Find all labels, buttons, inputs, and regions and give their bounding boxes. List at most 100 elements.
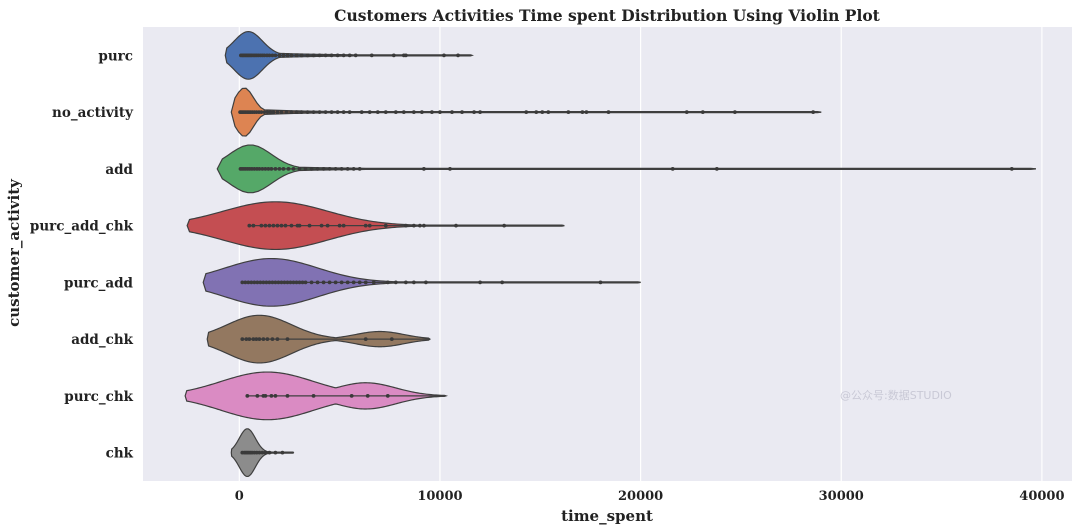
y-tick-label: purc: [98, 48, 133, 64]
data-point: [357, 166, 362, 171]
data-point: [291, 166, 296, 171]
data-point: [273, 166, 278, 171]
data-point: [319, 223, 324, 228]
data-point: [262, 53, 267, 58]
data-point: [271, 110, 276, 115]
data-point: [261, 280, 266, 285]
data-point: [403, 53, 408, 58]
data-point: [247, 337, 252, 342]
data-point: [448, 166, 452, 171]
data-point: [294, 110, 299, 115]
data-point: [524, 110, 529, 115]
y-tick-label: chk: [106, 446, 134, 462]
data-point: [345, 280, 350, 285]
data-point: [289, 110, 294, 115]
data-point: [263, 223, 268, 228]
data-point: [285, 393, 290, 398]
y-tick-label: purc_add_chk: [30, 219, 134, 235]
x-axis-ticks: 0 10000 20000 30000 40000: [235, 489, 1065, 504]
data-point: [294, 280, 299, 285]
data-point: [317, 110, 322, 115]
data-point: [393, 280, 398, 285]
data-point: [670, 166, 675, 171]
data-point: [478, 110, 482, 115]
watermark: @公众号:数据STUDIO: [840, 388, 952, 402]
data-point: [246, 280, 251, 285]
x-tick-label: 30000: [819, 489, 864, 504]
data-point: [254, 450, 259, 455]
data-point: [317, 53, 322, 58]
data-point: [422, 166, 426, 171]
data-point: [811, 110, 816, 115]
data-point: [584, 110, 589, 115]
data-point: [279, 280, 284, 285]
data-point: [285, 280, 290, 285]
data-point: [566, 110, 571, 115]
data-point: [276, 280, 281, 285]
data-point: [335, 110, 340, 115]
data-point: [335, 53, 340, 58]
data-point: [385, 280, 390, 285]
data-point: [255, 393, 260, 398]
data-point: [286, 166, 291, 171]
data-point: [281, 166, 286, 171]
data-point: [291, 280, 296, 285]
data-point: [247, 223, 252, 228]
data-point: [305, 53, 310, 58]
data-point: [265, 337, 270, 342]
data-point: [339, 280, 344, 285]
data-point: [273, 53, 278, 58]
data-point: [339, 166, 344, 171]
data-point: [321, 280, 326, 285]
data-point: [341, 223, 346, 228]
y-axis-label: customer_activity: [5, 178, 23, 327]
data-point: [450, 110, 454, 115]
data-point: [249, 280, 254, 285]
data-point: [534, 110, 539, 115]
data-point: [700, 110, 705, 115]
data-point: [244, 337, 249, 342]
data-point: [303, 280, 308, 285]
data-point: [311, 110, 316, 115]
data-point: [371, 280, 376, 285]
data-point: [252, 166, 257, 171]
x-tick-label: 0: [235, 489, 244, 504]
data-point: [257, 450, 262, 455]
data-point: [424, 280, 428, 285]
data-point: [289, 53, 294, 58]
data-point: [243, 280, 248, 285]
data-point: [282, 280, 287, 285]
data-point: [323, 53, 328, 58]
data-point: [245, 393, 250, 398]
data-point: [285, 337, 290, 342]
data-point: [240, 280, 245, 285]
data-point: [327, 166, 332, 171]
data-point: [275, 337, 280, 342]
data-point: [267, 450, 272, 455]
data-point: [460, 110, 464, 115]
x-tick-label: 20000: [618, 489, 663, 504]
data-point: [277, 166, 282, 171]
data-point: [288, 280, 293, 285]
data-point: [369, 53, 374, 58]
data-point: [251, 223, 256, 228]
data-point: [411, 280, 416, 285]
data-point: [333, 280, 338, 285]
data-point: [345, 166, 350, 171]
data-point: [411, 223, 416, 228]
data-point: [1009, 166, 1014, 171]
data-point: [411, 110, 416, 115]
data-point: [420, 110, 424, 115]
y-tick-label: add_chk: [71, 332, 133, 348]
data-point: [255, 280, 260, 285]
data-point: [315, 166, 320, 171]
data-point: [263, 166, 268, 171]
data-point: [351, 166, 356, 171]
data-point: [422, 223, 426, 228]
data-point: [309, 280, 314, 285]
data-point: [337, 223, 342, 228]
y-tick-label: no_activity: [52, 105, 134, 121]
data-point: [252, 280, 257, 285]
data-point: [263, 450, 268, 455]
